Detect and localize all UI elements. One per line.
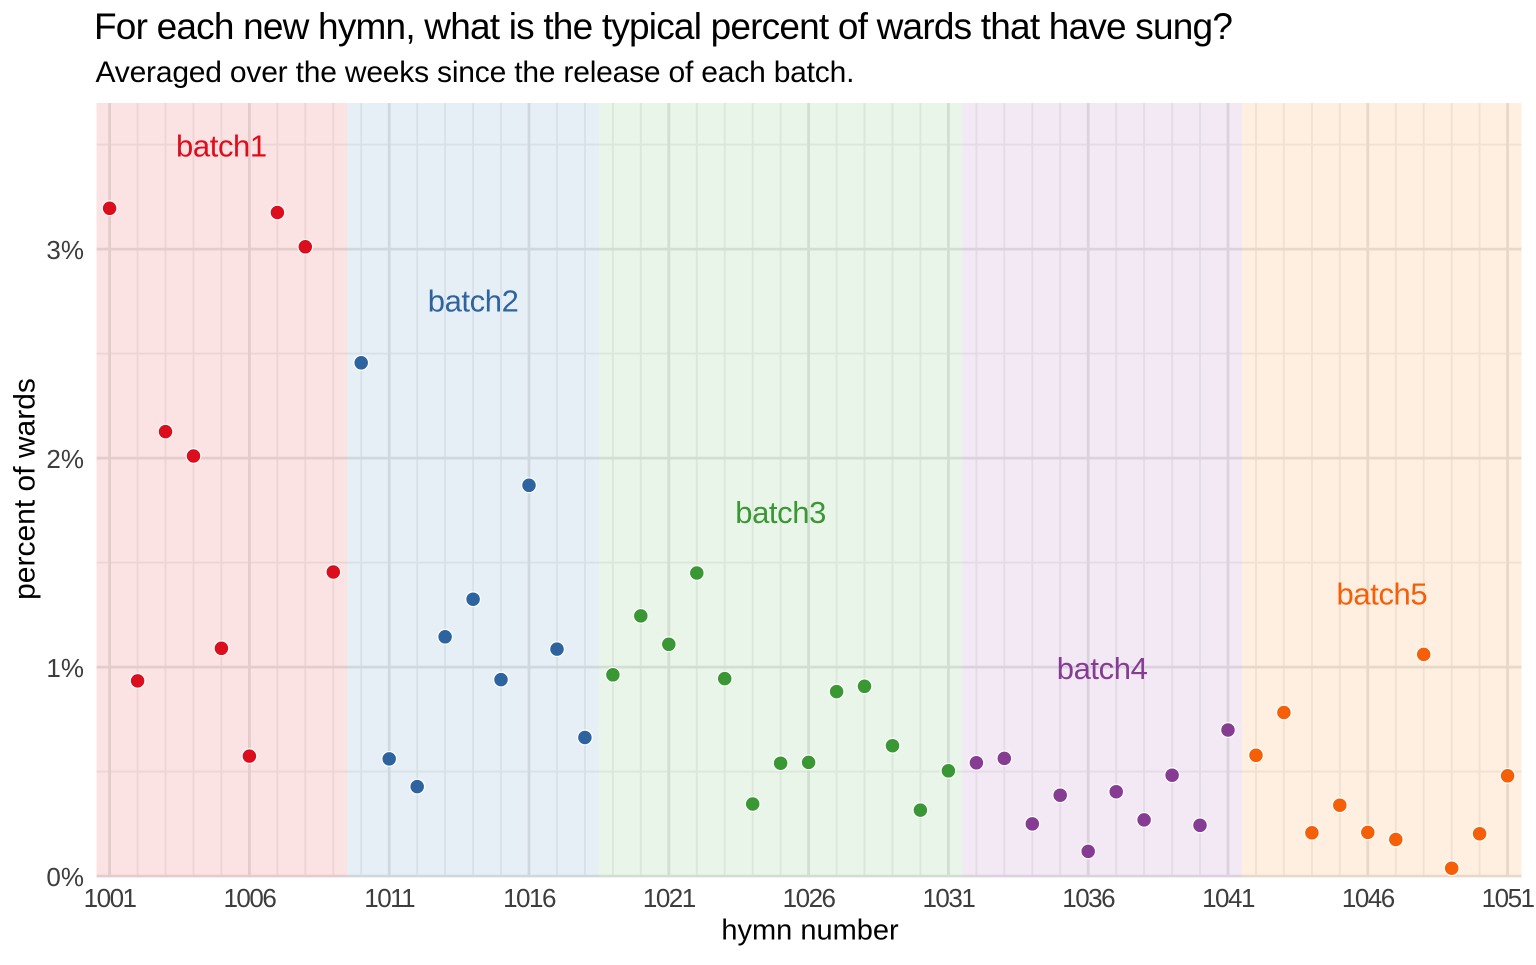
svg-text:batch2: batch2 <box>428 284 519 319</box>
svg-text:2%: 2% <box>46 444 84 474</box>
svg-text:1%: 1% <box>46 653 84 683</box>
svg-text:1001: 1001 <box>84 883 137 913</box>
svg-text:1026: 1026 <box>783 883 836 913</box>
svg-text:For each new hymn, what is the: For each new hymn, what is the typical p… <box>94 6 1232 47</box>
svg-text:hymn number: hymn number <box>721 915 899 947</box>
svg-text:1031: 1031 <box>922 883 975 913</box>
svg-text:1011: 1011 <box>364 883 415 913</box>
svg-text:1006: 1006 <box>223 883 276 913</box>
svg-text:batch4: batch4 <box>1057 651 1148 686</box>
svg-text:1046: 1046 <box>1342 883 1395 913</box>
svg-text:batch3: batch3 <box>735 495 826 530</box>
svg-text:1036: 1036 <box>1062 883 1115 913</box>
svg-text:1051: 1051 <box>1482 883 1535 913</box>
svg-text:1016: 1016 <box>503 883 556 913</box>
svg-text:1021: 1021 <box>643 883 696 913</box>
svg-text:batch1: batch1 <box>176 129 267 164</box>
svg-text:batch5: batch5 <box>1337 577 1428 612</box>
svg-text:0%: 0% <box>46 862 84 892</box>
svg-text:1041: 1041 <box>1202 883 1255 913</box>
svg-text:3%: 3% <box>46 235 84 265</box>
svg-text:Averaged over the weeks since: Averaged over the weeks since the releas… <box>96 56 855 89</box>
svg-text:percent of wards: percent of wards <box>9 378 42 600</box>
